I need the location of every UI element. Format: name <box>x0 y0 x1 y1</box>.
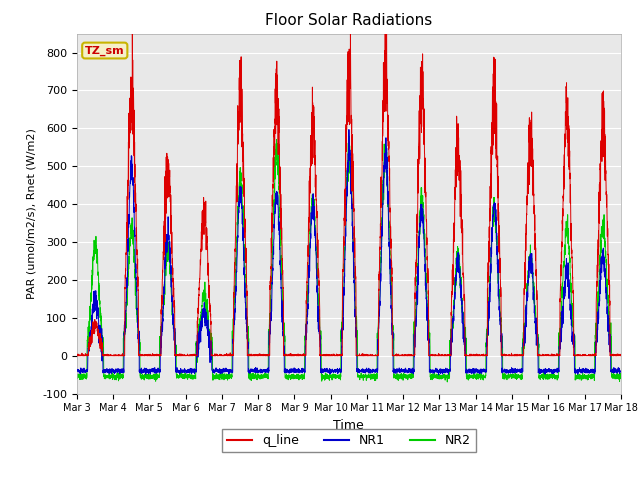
Y-axis label: PAR (umol/m2/s), Rnet (W/m2): PAR (umol/m2/s), Rnet (W/m2) <box>26 128 36 299</box>
Title: Floor Solar Radiations: Floor Solar Radiations <box>265 13 433 28</box>
X-axis label: Time: Time <box>333 419 364 432</box>
Text: TZ_sm: TZ_sm <box>85 46 125 56</box>
Legend: q_line, NR1, NR2: q_line, NR1, NR2 <box>222 429 476 452</box>
